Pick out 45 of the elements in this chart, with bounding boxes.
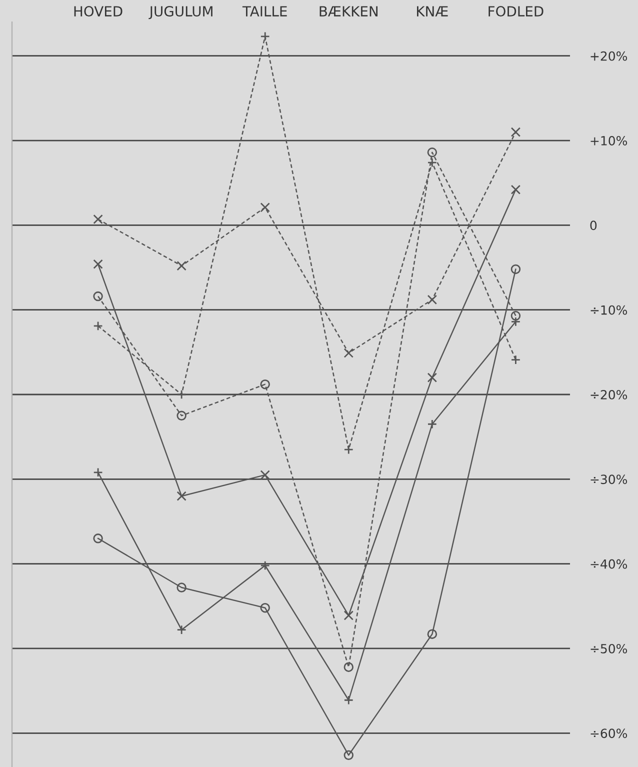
- point: [510, 264, 521, 274]
- y-tick-label: ÷30%: [590, 474, 628, 484]
- point: [93, 534, 103, 544]
- point: [176, 260, 186, 271]
- point: [93, 214, 103, 224]
- point: [344, 750, 354, 760]
- x-tick-label: BÆKKEN: [320, 6, 378, 16]
- point: [510, 127, 521, 137]
- point: [93, 259, 103, 269]
- point: [427, 629, 438, 639]
- point: [260, 379, 270, 390]
- point: [176, 410, 186, 421]
- point: [176, 390, 186, 400]
- point: [427, 294, 438, 305]
- point: [344, 662, 354, 672]
- point: [344, 444, 354, 454]
- point: [260, 202, 270, 212]
- y-tick-label: ÷40%: [590, 559, 628, 569]
- point: [260, 470, 270, 480]
- y-tick-label: +10%: [590, 136, 628, 146]
- x-tick-label: KNÆ: [417, 6, 448, 16]
- x-tick-label: TAILLE: [242, 6, 287, 16]
- point: [260, 602, 270, 613]
- y-tick-label: ÷10%: [590, 305, 628, 315]
- x-tick-label: HOVED: [74, 6, 122, 17]
- point: [93, 321, 103, 331]
- point: [93, 291, 103, 302]
- point: [176, 491, 186, 501]
- point: [510, 310, 521, 321]
- point: [510, 184, 521, 194]
- point: [344, 348, 354, 358]
- x-tick-label: JUGULUM: [148, 6, 212, 20]
- point: [93, 468, 103, 478]
- x-tick-label: FODLED: [488, 6, 544, 17]
- y-tick-label: +20%: [590, 51, 628, 61]
- point: [344, 610, 354, 620]
- point: [427, 372, 438, 382]
- point: [260, 32, 270, 42]
- point: [427, 148, 438, 158]
- y-tick-label: ÷20%: [590, 390, 628, 400]
- y-tick-label: 0: [590, 220, 597, 230]
- y-tick-label: ÷60%: [590, 728, 628, 738]
- point: [176, 582, 186, 592]
- y-tick-label: ÷50%: [590, 644, 628, 654]
- point: [260, 560, 270, 570]
